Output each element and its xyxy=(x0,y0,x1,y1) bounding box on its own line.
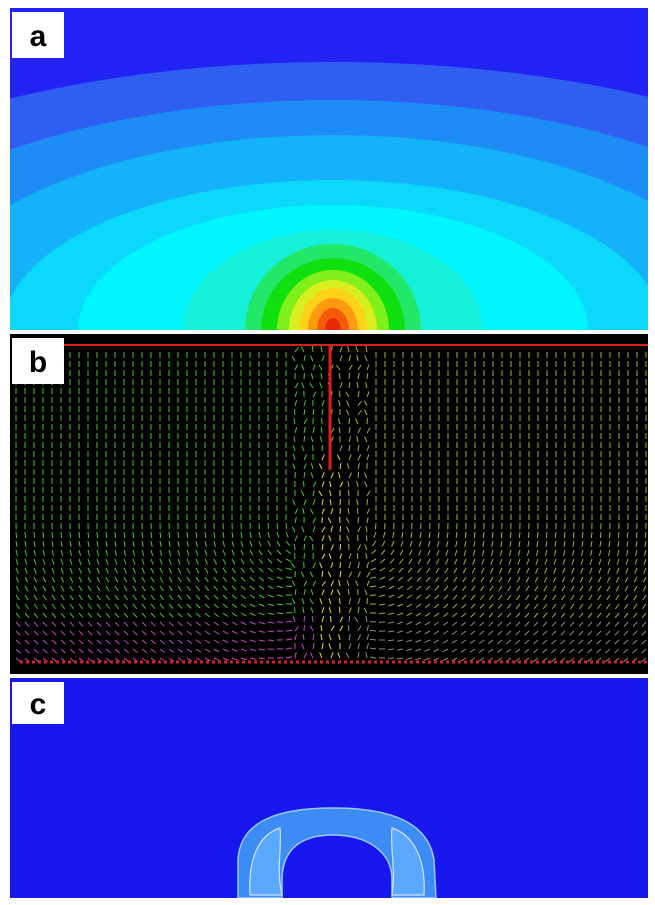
vector-arrow xyxy=(304,616,305,622)
vector-arrow xyxy=(34,532,35,538)
vector-arrow xyxy=(115,532,116,538)
vector-arrow xyxy=(286,523,287,529)
panel-label: b xyxy=(29,346,47,379)
vector-arrow xyxy=(106,532,107,538)
vector-arrow xyxy=(528,532,529,538)
vector-arrow xyxy=(370,630,376,631)
vector-arrow xyxy=(268,640,274,641)
vector-arrow xyxy=(501,532,502,538)
vector-arrow xyxy=(645,532,646,538)
vector-arrow xyxy=(366,535,367,541)
vector-arrow xyxy=(564,532,565,538)
vector-arrow xyxy=(582,532,583,538)
vector-arrow xyxy=(375,523,376,529)
vector-arrow xyxy=(304,625,305,631)
vector-arrow xyxy=(70,532,71,538)
vector-arrow xyxy=(388,649,394,650)
vector-arrow xyxy=(88,532,89,538)
panel-c-contour xyxy=(10,678,648,898)
vector-arrow xyxy=(142,532,143,538)
vector-arrow xyxy=(555,532,556,538)
vector-arrow xyxy=(286,586,292,587)
vector-arrow xyxy=(25,532,26,538)
vector-arrow xyxy=(52,532,53,538)
vector-arrow xyxy=(312,616,313,622)
vector-arrow xyxy=(304,544,305,550)
vector-arrow xyxy=(61,532,62,538)
vector-arrow xyxy=(294,607,295,613)
figure: a b c xyxy=(0,0,655,905)
vector-arrow xyxy=(618,532,619,538)
vector-arrow xyxy=(340,544,341,550)
vector-arrow xyxy=(79,532,80,538)
vector-arrow xyxy=(322,571,323,577)
vector-arrow xyxy=(97,532,98,538)
vector-arrow xyxy=(339,607,340,613)
vector-arrow xyxy=(339,391,340,397)
vector-arrow xyxy=(349,616,350,622)
vector-arrow xyxy=(367,499,368,505)
panel-label: a xyxy=(30,20,47,53)
vector-arrow xyxy=(124,532,125,538)
vector-arrow xyxy=(358,517,359,523)
vector-arrow xyxy=(636,532,637,538)
vector-arrow xyxy=(294,409,295,415)
vector-arrow xyxy=(339,598,340,604)
vector-arrow xyxy=(304,436,305,442)
vector-arrow xyxy=(348,589,349,595)
vector-arrow xyxy=(510,532,511,538)
vector-arrow xyxy=(277,613,283,614)
vector-arrow xyxy=(322,445,323,451)
vector-arrow xyxy=(286,621,292,622)
vector-arrow xyxy=(321,427,322,433)
vector-arrow xyxy=(600,532,601,538)
vector-arrow xyxy=(348,490,349,496)
vector-arrow xyxy=(546,532,547,538)
vector-arrow xyxy=(573,532,574,538)
vector-arrow xyxy=(537,532,538,538)
vector-arrow xyxy=(591,532,592,538)
vector-arrow xyxy=(312,346,313,352)
vector-arrow xyxy=(151,532,152,538)
vector-arrow xyxy=(303,481,304,487)
vector-arrow xyxy=(133,532,134,538)
vector-arrow xyxy=(609,532,610,538)
vector-arrow xyxy=(358,472,359,478)
contour-band xyxy=(10,678,648,898)
vector-arrow xyxy=(349,373,350,379)
vector-arrow xyxy=(519,532,520,538)
vector-arrow xyxy=(16,532,17,538)
vector-arrow xyxy=(627,532,628,538)
vector-arrow xyxy=(43,532,44,538)
panel-label: c xyxy=(30,688,47,721)
vector-arrow xyxy=(294,544,295,550)
